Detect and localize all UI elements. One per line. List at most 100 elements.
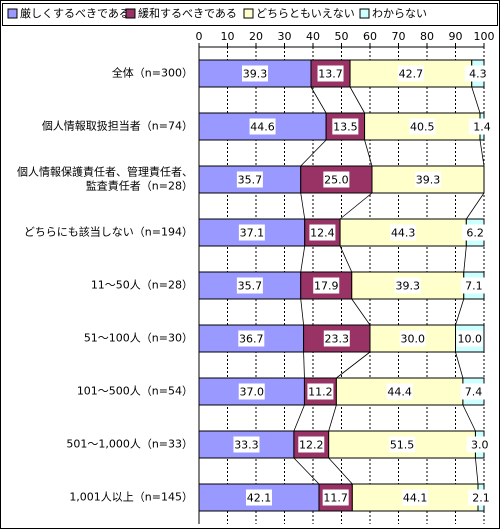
legend-label: どちらともいえない xyxy=(256,7,355,20)
series-line xyxy=(455,351,464,379)
legend-swatch xyxy=(359,8,370,19)
y-tick-label: 11～50人（n=28） xyxy=(91,279,193,292)
value-label: 3.0 xyxy=(471,439,489,452)
value-label-box xyxy=(469,118,496,135)
value-label: 44.4 xyxy=(387,386,412,399)
legend-label: 厳しくするべきである xyxy=(20,6,130,20)
value-label-box xyxy=(397,65,424,82)
x-tick-label: 100 xyxy=(474,30,495,43)
value-label-box xyxy=(466,436,493,453)
y-tick-label: 101～500人（n=54） xyxy=(77,385,193,398)
value-label: 4.3 xyxy=(469,68,487,81)
value-label-box xyxy=(307,383,334,400)
series-line xyxy=(455,298,465,326)
value-label-box xyxy=(402,489,429,506)
legend-label: 緩和するべきである xyxy=(138,7,237,20)
value-label-box xyxy=(309,224,336,241)
value-label: 7.1 xyxy=(465,280,483,293)
x-tick-label: 50 xyxy=(335,30,349,43)
value-label-box xyxy=(245,489,272,506)
value-label-box xyxy=(323,171,350,188)
series-line xyxy=(328,457,353,485)
value-label-box xyxy=(238,330,265,347)
value-label: 39.3 xyxy=(243,68,268,81)
legend-swatch xyxy=(243,8,254,19)
value-label-box xyxy=(332,118,359,135)
series-line xyxy=(471,86,481,114)
series-line xyxy=(293,457,320,485)
value-label: 12.2 xyxy=(299,439,324,452)
y-tick-label: 501～1,000人（n=33） xyxy=(66,438,193,451)
x-tick-label: 10 xyxy=(221,30,235,43)
series-line xyxy=(293,404,305,432)
value-label: 33.3 xyxy=(234,439,259,452)
x-tick-label: 30 xyxy=(278,30,292,43)
value-label-box xyxy=(389,436,416,453)
y-tick-label: どちらにも該当しない（n=194） xyxy=(24,225,193,239)
value-label: 35.7 xyxy=(238,174,263,187)
series-line xyxy=(462,404,476,432)
series-line xyxy=(349,86,365,114)
value-label-box xyxy=(322,489,349,506)
value-label: 6.2 xyxy=(466,227,484,240)
y-tick-label: 個人情報取扱担当者（n=74） xyxy=(42,119,193,133)
value-label: 44.3 xyxy=(391,227,416,240)
value-label: 23.3 xyxy=(325,333,350,346)
value-label-box xyxy=(414,171,441,188)
series-line xyxy=(475,457,479,485)
series-line xyxy=(339,192,373,220)
y-tick-label: 全体（n=300） xyxy=(112,66,193,80)
value-label: 17.9 xyxy=(314,280,339,293)
value-label-box xyxy=(399,330,426,347)
value-label-box xyxy=(236,277,263,294)
value-label: 2.1 xyxy=(472,492,490,505)
value-label: 37.1 xyxy=(240,227,265,240)
value-label-box xyxy=(460,277,487,294)
value-label-box xyxy=(317,65,344,82)
y-tick-label: 1,001人以上（n=145） xyxy=(69,491,193,504)
value-label: 37.0 xyxy=(239,386,264,399)
series-line xyxy=(310,86,327,114)
value-label: 39.3 xyxy=(416,174,441,187)
value-label-box xyxy=(409,118,436,135)
value-label-box xyxy=(242,65,269,82)
value-label-box xyxy=(298,436,325,453)
y-tick-label: 個人情報保護責任者、管理責任者、監査責任者（n=28） xyxy=(17,165,193,193)
value-label: 30.0 xyxy=(401,333,426,346)
x-tick-label: 0 xyxy=(196,30,203,43)
value-label: 40.5 xyxy=(410,121,435,134)
value-label-box xyxy=(249,118,276,135)
series-line xyxy=(351,298,371,326)
value-label-box xyxy=(238,224,265,241)
x-tick-label: 80 xyxy=(420,30,434,43)
value-label-box xyxy=(323,330,350,347)
value-label: 11.2 xyxy=(308,386,333,399)
value-label-box xyxy=(390,224,417,241)
series-line xyxy=(465,192,485,220)
value-label: 36.7 xyxy=(239,333,264,346)
value-label: 13.5 xyxy=(333,121,358,134)
value-label-box xyxy=(313,277,340,294)
legend-swatch xyxy=(125,8,136,19)
x-tick-label: 20 xyxy=(249,30,263,43)
series-line xyxy=(300,245,306,273)
value-label: 42.7 xyxy=(399,68,424,81)
value-label-box xyxy=(238,383,265,400)
series-line xyxy=(364,139,373,167)
series-line xyxy=(339,245,353,273)
x-tick-label: 70 xyxy=(392,30,406,43)
value-label: 44.6 xyxy=(250,121,275,134)
value-label: 42.1 xyxy=(247,492,272,505)
value-label: 35.7 xyxy=(238,280,263,293)
value-label: 39.3 xyxy=(396,280,421,293)
value-label-box xyxy=(394,277,421,294)
series-line xyxy=(479,139,485,167)
value-label: 13.7 xyxy=(318,68,343,81)
value-label: 12.4 xyxy=(310,227,335,240)
series-line xyxy=(328,404,337,432)
value-label-box xyxy=(460,383,487,400)
value-label-box xyxy=(468,489,495,506)
value-label: 7.4 xyxy=(465,386,483,399)
value-label-box xyxy=(456,330,483,347)
